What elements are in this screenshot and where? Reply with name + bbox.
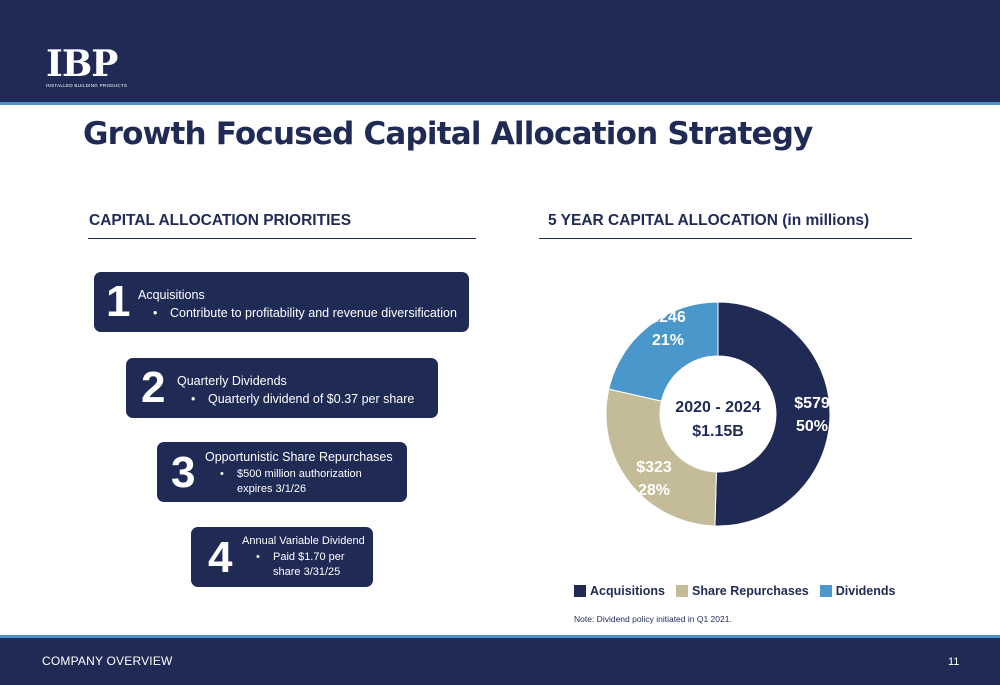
donut-center-total: $1.15B <box>692 423 744 440</box>
priority-title: Acquisitions <box>138 288 205 302</box>
priority-number: 4 <box>208 533 233 582</box>
footer-band <box>0 638 1000 685</box>
slice-value-label: $579 <box>794 395 830 412</box>
legend-swatch <box>574 585 586 597</box>
header-divider <box>0 102 1000 105</box>
slice-percent-label: 21% <box>652 332 684 349</box>
allocation-heading: 5 YEAR CAPITAL ALLOCATION (in millions) <box>548 212 870 229</box>
priority-number: 1 <box>106 277 131 326</box>
legend-swatch <box>819 585 832 597</box>
slice-percent-label: 50% <box>796 418 828 435</box>
donut-center-period: 2020 - 2024 <box>675 399 761 416</box>
allocation-heading-rule <box>539 238 912 239</box>
header-band <box>0 0 1000 102</box>
priority-bullet: Paid $1.70 per <box>256 551 344 563</box>
priority-title: Annual Variable Dividend <box>242 535 365 547</box>
priority-title: Quarterly Dividends <box>177 374 287 388</box>
capital-allocation-donut-chart: $579 50% $323 28% $246 21% 2020 - 2024 $1.15B <box>605 301 831 527</box>
priority-bullet: $500 million authorization <box>220 468 362 480</box>
footer-divider <box>0 635 1000 638</box>
chart-footnote: Note: Dividend policy initiated in Q1 20… <box>574 614 732 624</box>
logo-mark: IBP <box>46 43 118 85</box>
page-title: Growth Focused Capital Allocation Strate… <box>83 116 813 152</box>
priority-title: Opportunistic Share Repurchases <box>205 450 393 464</box>
logo-subtitle: INSTALLED BUILDING PRODUCTS <box>46 83 128 88</box>
priority-bullet-continued: share 3/31/25 <box>273 566 341 578</box>
legend-label: Share Repurchases <box>692 584 809 598</box>
chart-legend: Acquisitions Share Repurchases Dividends <box>574 584 907 598</box>
slice-share-repurchases <box>605 388 717 527</box>
footer-section-label: COMPANY OVERVIEW <box>42 654 173 668</box>
legend-item-dividends: Dividends <box>819 584 896 598</box>
legend-swatch <box>676 585 689 597</box>
priorities-heading: CAPITAL ALLOCATION PRIORITIES <box>89 212 352 229</box>
slice-value-label: $246 <box>650 309 686 326</box>
priority-card-variable-dividend: 4 Annual Variable Dividend Paid $1.70 pe… <box>191 527 373 587</box>
priority-card-acquisitions: 1 Acquisitions Contribute to profitabili… <box>94 272 469 332</box>
company-logo: IBP INSTALLED BUILDING PRODUCTS <box>46 46 127 88</box>
legend-label: Acquisitions <box>590 584 666 598</box>
legend-item-share-repurchases: Share Repurchases <box>676 584 809 598</box>
priority-bullet: Contribute to profitability and revenue … <box>153 306 457 320</box>
priority-bullet-continued: expires 3/1/26 <box>237 483 307 495</box>
legend-label: Dividends <box>835 584 896 598</box>
slice-value-label: $323 <box>636 459 672 476</box>
slice-acquisitions <box>714 301 831 527</box>
priorities-heading-rule <box>88 238 476 239</box>
slice-percent-label: 28% <box>638 482 670 499</box>
priority-number: 3 <box>171 448 196 497</box>
priority-card-share-repurchases: 3 Opportunistic Share Repurchases $500 m… <box>157 442 407 502</box>
page-number: 11 <box>948 656 960 668</box>
priority-bullet: Quarterly dividend of $0.37 per share <box>191 392 414 406</box>
slice-dividends <box>608 301 719 402</box>
priority-card-quarterly-dividends: 2 Quarterly Dividends Quarterly dividend… <box>126 358 438 418</box>
legend-item-acquisitions: Acquisitions <box>574 584 665 598</box>
priority-number: 2 <box>141 363 166 412</box>
